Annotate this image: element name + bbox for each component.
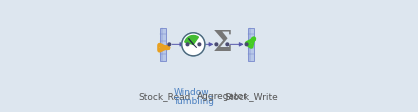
Text: Aggregator: Aggregator [197,91,248,100]
Circle shape [198,44,201,46]
Circle shape [215,44,218,46]
FancyBboxPatch shape [160,28,166,61]
Text: Window_
Tumbling: Window_ Tumbling [173,86,214,105]
Circle shape [186,44,189,46]
Circle shape [245,44,248,46]
Circle shape [182,33,205,56]
Circle shape [168,44,171,46]
Wedge shape [185,36,199,45]
Text: Σ: Σ [213,29,232,56]
FancyBboxPatch shape [247,28,254,61]
Text: Stock_Write: Stock_Write [224,91,278,100]
Text: Stock_Read: Stock_Read [138,91,191,100]
Circle shape [183,35,204,55]
Circle shape [226,44,229,46]
